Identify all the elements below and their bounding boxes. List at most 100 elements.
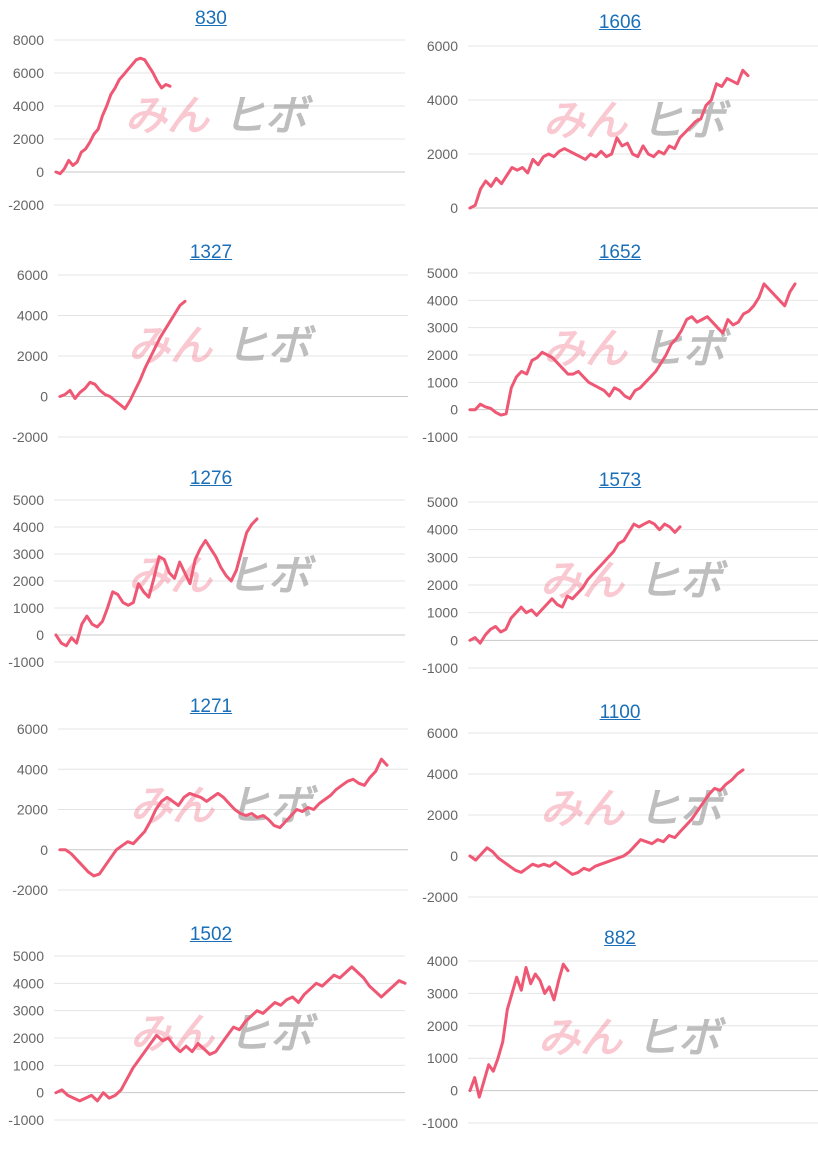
y-tick-label: 2000: [17, 348, 48, 364]
y-tick-label: 4000: [427, 292, 458, 308]
y-tick-label: 3000: [13, 1003, 44, 1019]
y-tick-label: 2000: [427, 807, 458, 823]
watermark-part1: みん: [130, 781, 216, 830]
watermark-part2: ヒボ: [226, 321, 316, 370]
watermark-part2: ヒボ: [228, 1009, 318, 1058]
chart-panel: 1502 5000 4000 3000 2000 1000 0 -1000 みん ヒボ: [0, 920, 410, 1150]
watermark-part2: ヒボ: [223, 91, 313, 140]
y-tick-label: 4000: [13, 98, 44, 114]
y-tick-label: 0: [40, 389, 48, 405]
y-tick-label: 5000: [427, 494, 458, 510]
y-tick-label: 6000: [427, 725, 458, 741]
y-tick-label: 5000: [13, 948, 44, 964]
y-tick-label: -1000: [422, 660, 458, 676]
chart-title-link[interactable]: 830: [195, 8, 227, 29]
chart-title-link[interactable]: 1573: [598, 470, 642, 491]
chart-panel: 1100 6000 4000 2000 0 -2000 みん ヒボ: [410, 690, 818, 920]
series-line: [468, 962, 570, 1099]
y-tick-label: -2000: [12, 882, 48, 898]
watermark-part2: ヒボ: [226, 551, 316, 600]
line-chart: 5000 4000 3000 2000 1000 0 -1000 みん ヒボ: [8, 948, 407, 1128]
line-chart: 6000 4000 2000 0 -2000 みん ヒボ: [422, 725, 818, 905]
watermark-part1: みん: [130, 1009, 216, 1058]
y-tick-label: 1000: [427, 605, 458, 621]
watermark-logo: みん ヒボ: [128, 321, 316, 370]
line-chart: 4000 3000 2000 1000 0 -1000 みん ヒボ: [422, 953, 818, 1131]
watermark-part1: みん: [540, 556, 626, 605]
watermark-logo: みん ヒボ: [125, 91, 313, 140]
y-tick-label: 2000: [427, 577, 458, 593]
watermark-logo: みん ヒボ: [130, 781, 318, 830]
series-line: [468, 519, 682, 645]
chart-title-link[interactable]: 1100: [599, 702, 641, 723]
y-tick-label: 4000: [17, 308, 48, 324]
y-tick-label: -1000: [422, 1115, 458, 1131]
y-tick-label: 2000: [427, 1018, 458, 1034]
series-line: [54, 965, 407, 1103]
y-tick-label: 1000: [427, 374, 458, 390]
line-chart: 5000 4000 3000 2000 1000 0 -1000 みん ヒボ: [8, 492, 405, 670]
line-chart: 6000 4000 2000 0 みん ヒボ: [427, 38, 818, 216]
y-tick-label: 3000: [13, 546, 44, 562]
watermark-part2: ヒボ: [641, 96, 731, 145]
watermark-part1: みん: [128, 321, 214, 370]
y-tick-label: 4000: [427, 92, 458, 108]
watermark-logo: みん ヒボ: [128, 551, 316, 600]
y-tick-label: 4000: [13, 519, 44, 535]
watermark-logo: みん ヒボ: [543, 96, 731, 145]
y-tick-label: 4000: [427, 766, 458, 782]
watermark-part1: みん: [543, 96, 629, 145]
y-tick-label: 6000: [13, 65, 44, 81]
watermark-part2: ヒボ: [228, 781, 318, 830]
y-tick-label: -1000: [8, 1112, 44, 1128]
watermark-part2: ヒボ: [641, 324, 731, 373]
series-line: [54, 56, 172, 176]
chart-title-link[interactable]: 1271: [189, 696, 233, 717]
y-tick-label: 6000: [17, 267, 48, 283]
series-line: [58, 299, 187, 411]
y-tick-label: 4000: [13, 975, 44, 991]
chart-panel: 1271 6000 4000 2000 0 -2000 みん ヒボ: [0, 690, 410, 920]
y-tick-label: 5000: [427, 265, 458, 281]
y-tick-label: 0: [36, 1085, 44, 1101]
y-tick-label: -1000: [8, 654, 44, 670]
y-tick-label: 2000: [427, 146, 458, 162]
line-chart: 6000 4000 2000 0 -2000 みん ヒボ: [12, 721, 408, 898]
y-tick-label: 0: [450, 200, 458, 216]
y-tick-label: -2000: [12, 429, 48, 445]
line-chart: 5000 4000 3000 2000 1000 0 -1000 みん ヒボ: [422, 265, 818, 445]
chart-panel: 1652 5000 4000 3000 2000 1000 0 -1000 みん ヒボ: [410, 230, 818, 460]
y-tick-label: 0: [36, 164, 44, 180]
chart-title-link[interactable]: 1606: [598, 12, 642, 33]
y-tick-label: 1000: [13, 1057, 44, 1073]
chart-panel: 1573 5000 4000 3000 2000 1000 0 -1000 みん ヒボ: [410, 460, 818, 690]
y-tick-label: 3000: [427, 985, 458, 1001]
line-chart: 5000 4000 3000 2000 1000 0 -1000 みん ヒボ: [422, 494, 818, 676]
series-line: [468, 282, 797, 417]
y-tick-label: 0: [450, 402, 458, 418]
watermark-part1: みん: [540, 784, 626, 833]
series-line: [54, 517, 259, 648]
chart-title-link[interactable]: 882: [604, 928, 636, 949]
chart-panel: 1327 6000 4000 2000 0 -2000 みん ヒボ: [0, 230, 410, 460]
y-tick-label: 4000: [17, 761, 48, 777]
y-tick-label: 5000: [13, 492, 44, 508]
y-tick-label: 4000: [427, 522, 458, 538]
line-chart: 8000 6000 4000 2000 0 -2000 みん ヒボ: [8, 32, 405, 213]
chart-title-link[interactable]: 1327: [189, 242, 233, 263]
watermark-logo: みん ヒボ: [540, 784, 728, 833]
y-tick-label: 0: [450, 1083, 458, 1099]
watermark-part1: みん: [543, 324, 629, 373]
chart-title-link[interactable]: 1652: [598, 242, 642, 263]
y-tick-label: 6000: [17, 721, 48, 737]
chart-title-link[interactable]: 1502: [189, 924, 233, 945]
y-tick-label: 2000: [427, 347, 458, 363]
chart-title-link[interactable]: 1276: [189, 468, 233, 489]
watermark-logo: みん ヒボ: [543, 324, 731, 373]
series-line: [468, 768, 745, 876]
watermark-part2: ヒボ: [638, 556, 728, 605]
y-tick-label: 0: [450, 848, 458, 864]
y-tick-label: 2000: [13, 573, 44, 589]
chart-panel: 1606 6000 4000 2000 0 みん ヒボ: [410, 0, 818, 230]
y-tick-label: -2000: [422, 889, 458, 905]
